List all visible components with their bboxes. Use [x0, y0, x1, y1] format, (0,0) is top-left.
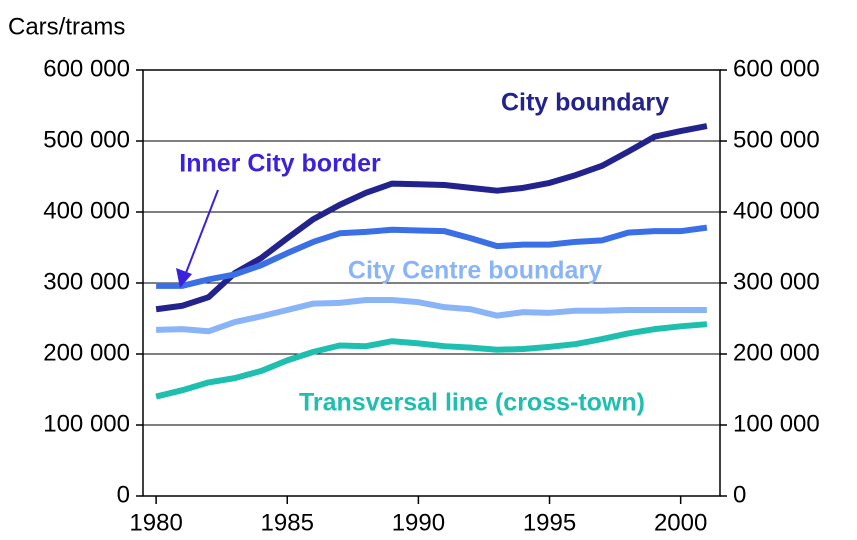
- series-line: [155, 321, 708, 400]
- series-label: Inner City border: [179, 150, 381, 178]
- series-line: [156, 224, 708, 289]
- y-tick-label: 400 000: [43, 197, 130, 224]
- y2-tick-label: 300 000: [733, 268, 820, 295]
- y2-tick-label: 500 000: [733, 126, 820, 153]
- y-tick-label: 500 000: [43, 126, 130, 153]
- y-tick-label: 0: [117, 481, 130, 508]
- y2-tick-label: 200 000: [733, 339, 820, 366]
- x-tick-label: 1990: [392, 509, 445, 536]
- x-tick-label: 1980: [129, 509, 182, 536]
- y2-tick-label: 600 000: [733, 55, 820, 82]
- y2-tick-label: 100 000: [733, 410, 820, 437]
- series-label: Transversal line (cross-town): [299, 389, 645, 417]
- series-line: [155, 123, 708, 313]
- plot-frame: [142, 69, 721, 497]
- y-tick-label: 100 000: [43, 410, 130, 437]
- y2-tick-label: 400 000: [733, 197, 820, 224]
- arrow-shaft: [183, 189, 219, 279]
- x-tick-label: 2000: [654, 509, 707, 536]
- y2-tick-label: 0: [733, 481, 746, 508]
- y-tick-label: 300 000: [43, 268, 130, 295]
- series-line: [156, 297, 707, 335]
- y-tick-label: 600 000: [43, 55, 130, 82]
- series-label: City boundary: [501, 89, 669, 117]
- x-tick-label: 1995: [523, 509, 576, 536]
- series-label: City Centre boundary: [348, 257, 602, 285]
- arrow-head: [176, 268, 192, 288]
- y-axis-title: Cars/trams: [8, 13, 125, 40]
- x-tick-label: 1985: [261, 509, 314, 536]
- y-tick-label: 200 000: [43, 339, 130, 366]
